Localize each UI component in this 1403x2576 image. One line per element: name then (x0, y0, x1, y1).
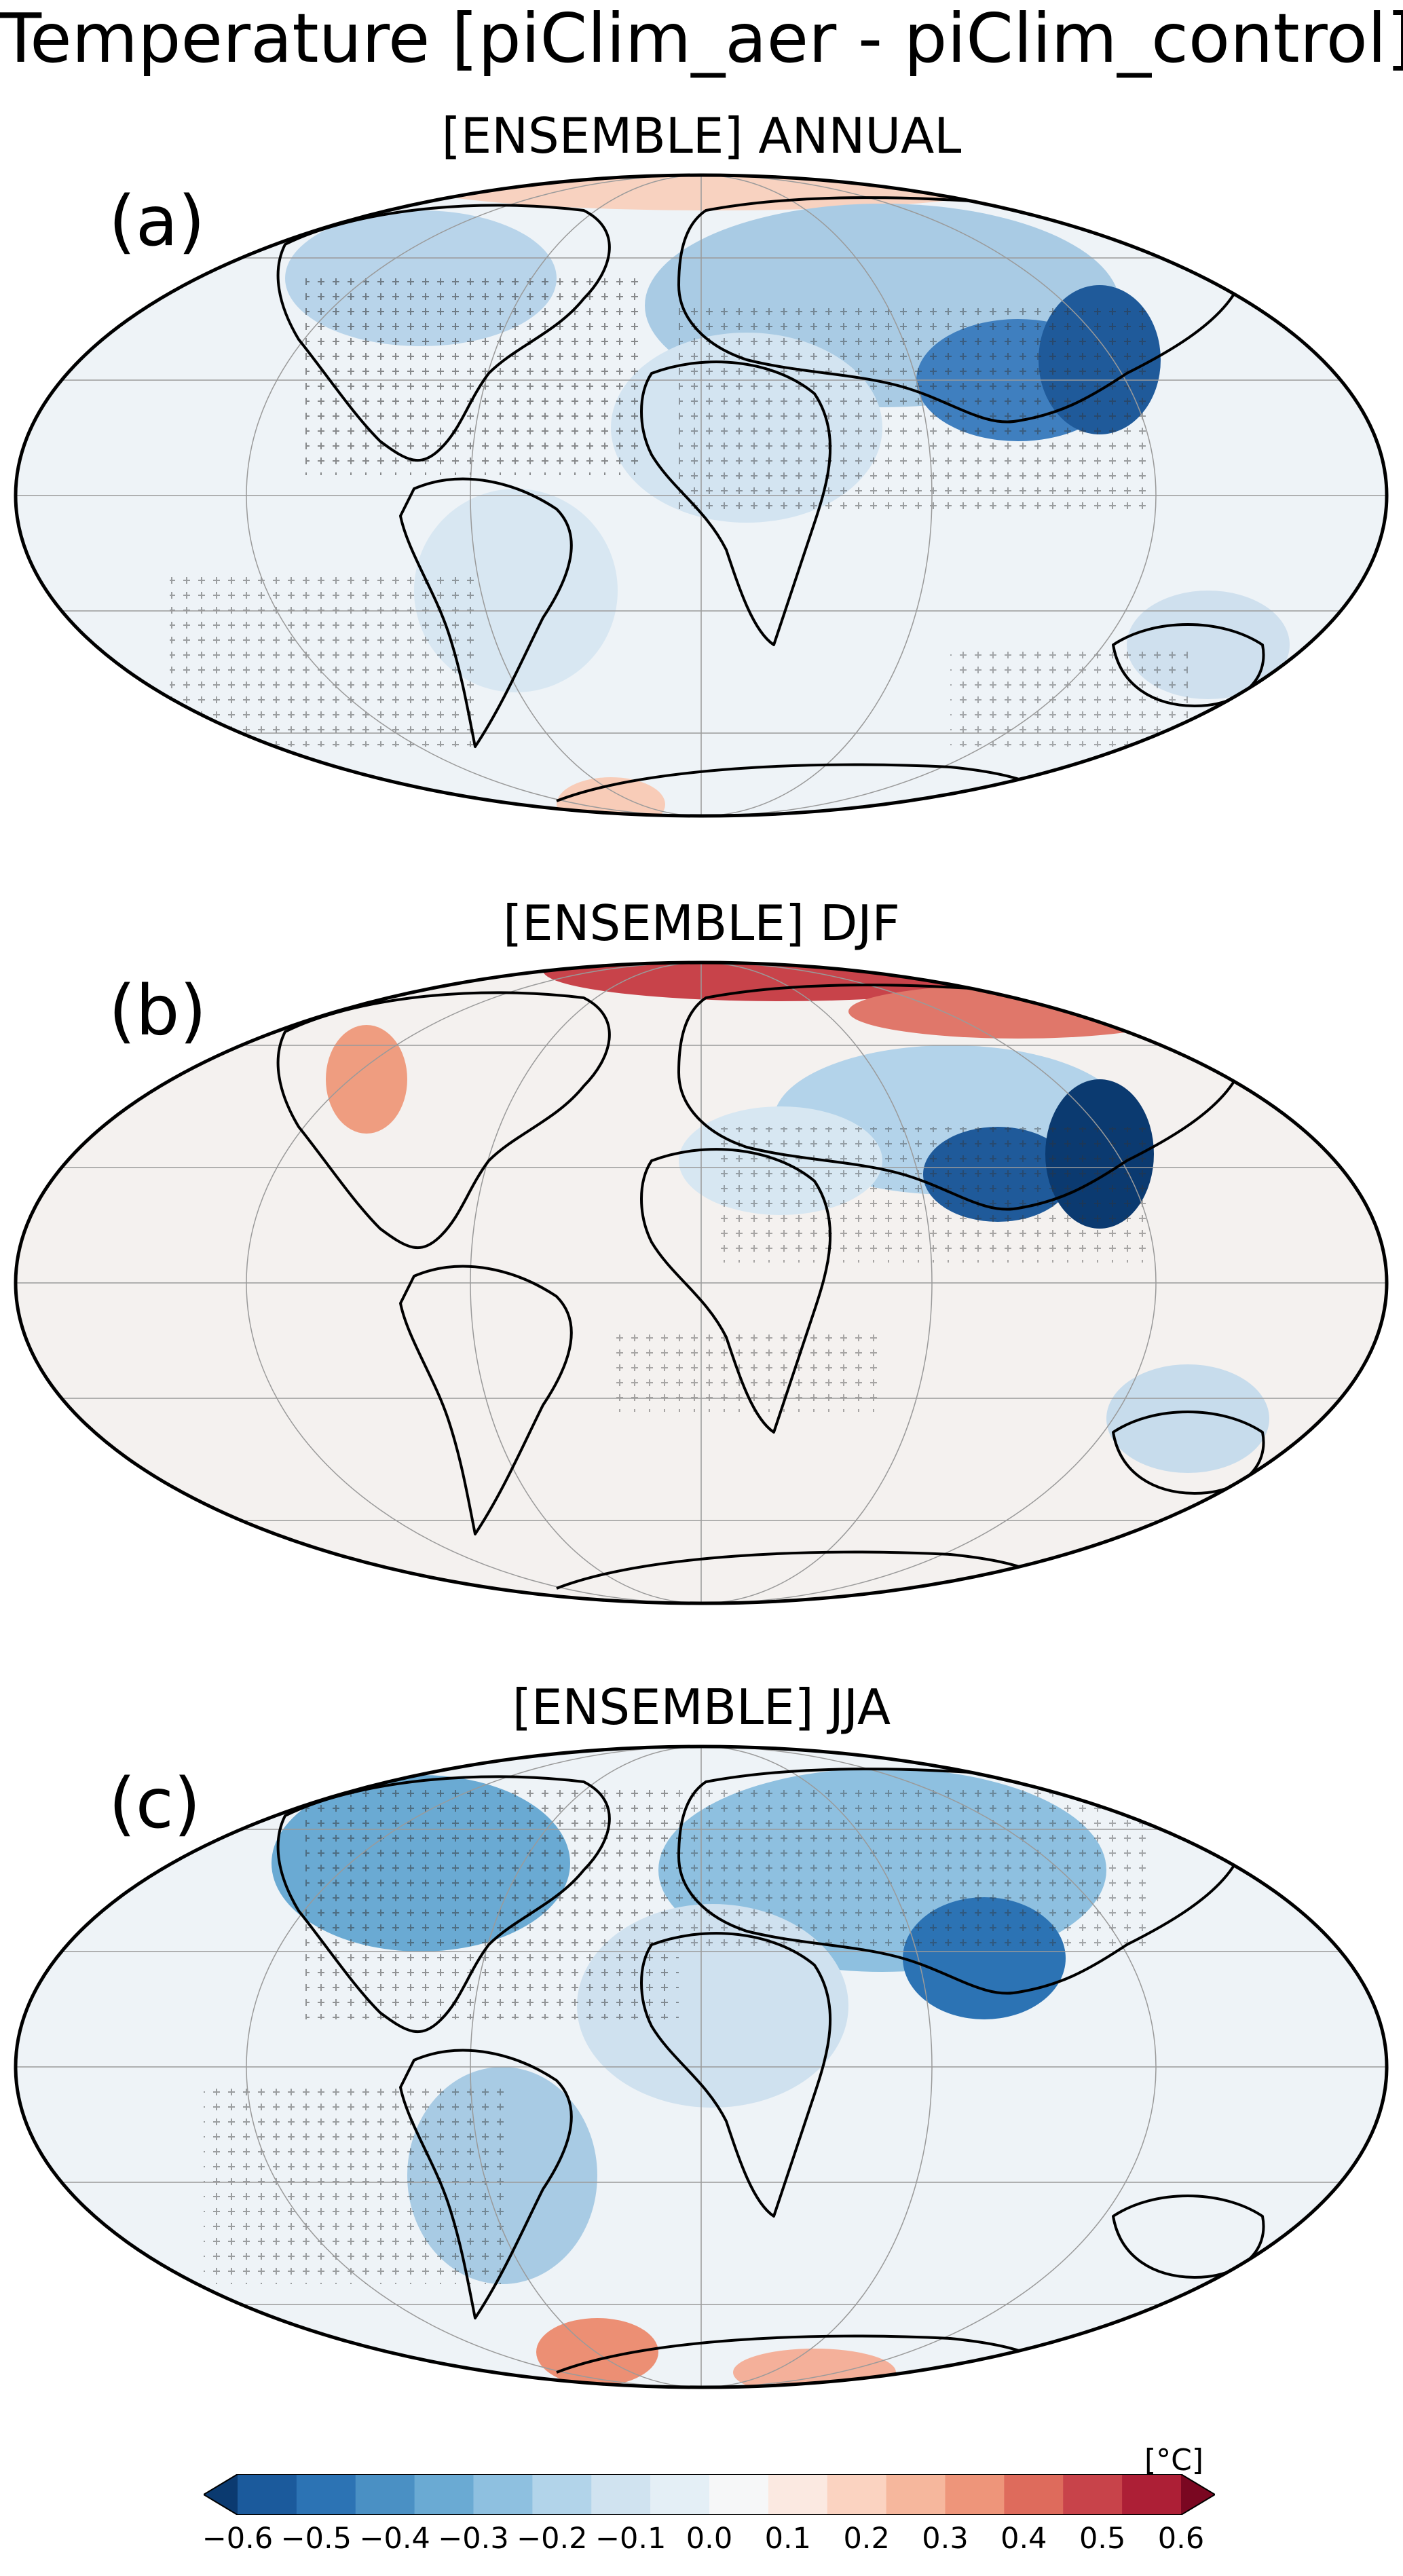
colorbar-segment (238, 2474, 297, 2515)
colorbar-segment (414, 2474, 474, 2515)
colorbar-segment (709, 2474, 769, 2515)
colorbar-segment (532, 2474, 592, 2515)
siberia-warm-patch (848, 984, 1188, 1039)
colorbar-tick-label: −0.6 (202, 2522, 274, 2556)
colorbar-tick-label: 0.6 (1157, 2522, 1205, 2556)
colorbar-tick-label: 0.5 (1079, 2522, 1126, 2556)
colorbar-unit: [°C] (1144, 2443, 1204, 2478)
colorbar-segment (886, 2474, 946, 2515)
colorbar-segment (1063, 2474, 1123, 2515)
australia-cooling (1106, 1364, 1269, 1473)
panel-a-label: (a) (109, 181, 206, 262)
panel-b-label: (b) (109, 971, 207, 1051)
stippling (679, 1782, 1154, 1952)
colorbar-tick-label: 0.1 (764, 2522, 812, 2556)
panel-c-label: (c) (109, 1763, 201, 1844)
graticule (16, 963, 1387, 1603)
colorbar-tick-label: 0.4 (1000, 2522, 1047, 2556)
panel-a-map (14, 173, 1389, 818)
colorbar-tick-label: 0.3 (922, 2522, 969, 2556)
panel-c-map (14, 1744, 1389, 2389)
panel-c-title: [ENSEMBLE] JJA (512, 1679, 891, 1736)
colorbar-tick-label: 0.0 (686, 2522, 733, 2556)
graticule (16, 175, 1387, 816)
colorbar-segment (473, 2474, 533, 2515)
colorbar-segment (591, 2474, 651, 2515)
colorbar-segment (1004, 2474, 1064, 2515)
stippling (679, 305, 1154, 509)
globe-outline (14, 1744, 1389, 2389)
colorbar-segment (768, 2474, 828, 2515)
panel-b-map (14, 960, 1389, 1605)
colorbar-segment (1122, 2474, 1182, 2515)
colorbar-tick-label: 0.2 (843, 2522, 890, 2556)
panel-a-title: [ENSEMBLE] ANNUAL (441, 107, 962, 164)
graticule (16, 1747, 1387, 2387)
figure-title: Temperature [piClim_aer - piClim_control… (0, 0, 1403, 78)
colorbar-segment (296, 2474, 356, 2515)
colorbar-segment (355, 2474, 415, 2515)
panel-b-title: [ENSEMBLE] DJF (503, 895, 900, 952)
colorbar-extend-min (204, 2474, 238, 2515)
colorbar-tick-label: −0.3 (438, 2522, 509, 2556)
colorbar-tick-label: −0.2 (517, 2522, 588, 2556)
stippling (170, 577, 475, 747)
colorbar-tick-label: −0.1 (595, 2522, 667, 2556)
colorbar-segment (650, 2474, 710, 2515)
colorbar-segment (945, 2474, 1005, 2515)
globe-outline (14, 960, 1389, 1605)
globe-outline (14, 173, 1389, 818)
stippling (305, 1782, 679, 2019)
stippling (611, 1330, 882, 1412)
stippling (305, 272, 645, 475)
colorbar-extend-max (1181, 2474, 1215, 2515)
north-america-warm-patch (326, 1025, 407, 1134)
colorbar (204, 2474, 1215, 2515)
colorbar-tick-label: −0.5 (280, 2522, 352, 2556)
stippling (713, 1127, 1154, 1263)
colorbar-segment (827, 2474, 887, 2515)
colorbar-tick-label: −0.4 (359, 2522, 430, 2556)
